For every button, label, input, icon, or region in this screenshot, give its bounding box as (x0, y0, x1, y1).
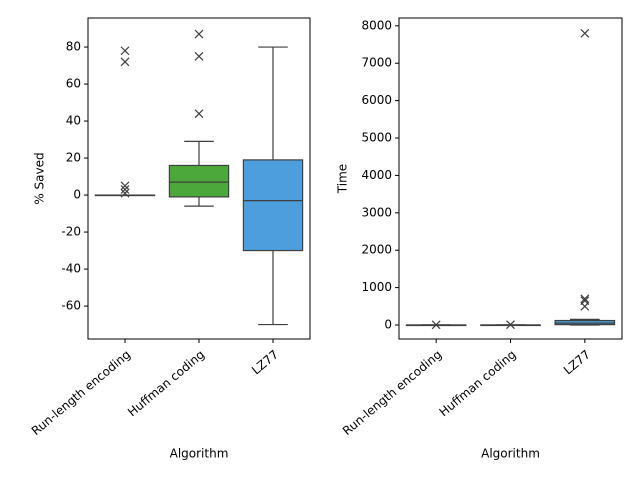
y-tick-label: -40 (61, 262, 81, 276)
axes-frame (87, 17, 311, 340)
lower-whisker (184, 196, 214, 207)
y-tick-label: -20 (61, 225, 81, 239)
y-tick-label: 6000 (361, 93, 392, 107)
outlier (194, 29, 204, 39)
outlier (120, 57, 130, 67)
y-tick-label: -60 (61, 299, 81, 313)
y-tick-label: 4000 (361, 168, 392, 182)
y-axis-label: % Saved (33, 152, 47, 204)
box (168, 164, 230, 198)
outlier (120, 185, 130, 194)
y-tick-label: 7000 (361, 56, 392, 70)
box (242, 159, 304, 252)
x-axis-label: Algorithm (481, 447, 540, 461)
y-tick-label: 8000 (361, 18, 392, 32)
x-tick-label: Run-length encoding (29, 347, 133, 438)
outlier (194, 51, 204, 61)
outlier (506, 320, 515, 330)
y-tick-label: 0 (384, 318, 392, 332)
outlier (120, 46, 130, 56)
x-tick-label: LZ77 (249, 347, 281, 377)
outlier (580, 294, 590, 304)
y-tick-label: 20 (66, 151, 81, 165)
outlier (120, 188, 130, 198)
outlier (194, 109, 204, 119)
x-tick-label: Huffman coding (437, 347, 519, 419)
x-tick-label: Huffman coding (125, 347, 207, 419)
x-tick-label: Run-length encoding (340, 347, 444, 438)
outlier (580, 301, 590, 311)
outlier (431, 320, 441, 330)
y-tick-label: 5000 (361, 131, 392, 145)
y-tick-label: 40 (66, 114, 81, 128)
outlier (580, 28, 590, 38)
upper-whisker (258, 46, 288, 160)
axes-frame (398, 17, 623, 340)
y-tick-label: 2000 (361, 243, 392, 257)
y-tick-label: 0 (73, 188, 81, 202)
y-tick-label: 1000 (361, 280, 392, 294)
y-tick-label: 3000 (361, 205, 392, 219)
y-tick-label: 80 (66, 40, 81, 54)
upper-whisker (184, 140, 214, 166)
x-tick-label: LZ77 (561, 347, 593, 377)
y-tick-label: 60 (66, 77, 81, 91)
y-axis-label: Time (336, 164, 350, 194)
x-axis-label: Algorithm (170, 447, 229, 461)
lower-whisker (258, 250, 288, 326)
outlier (120, 181, 130, 191)
